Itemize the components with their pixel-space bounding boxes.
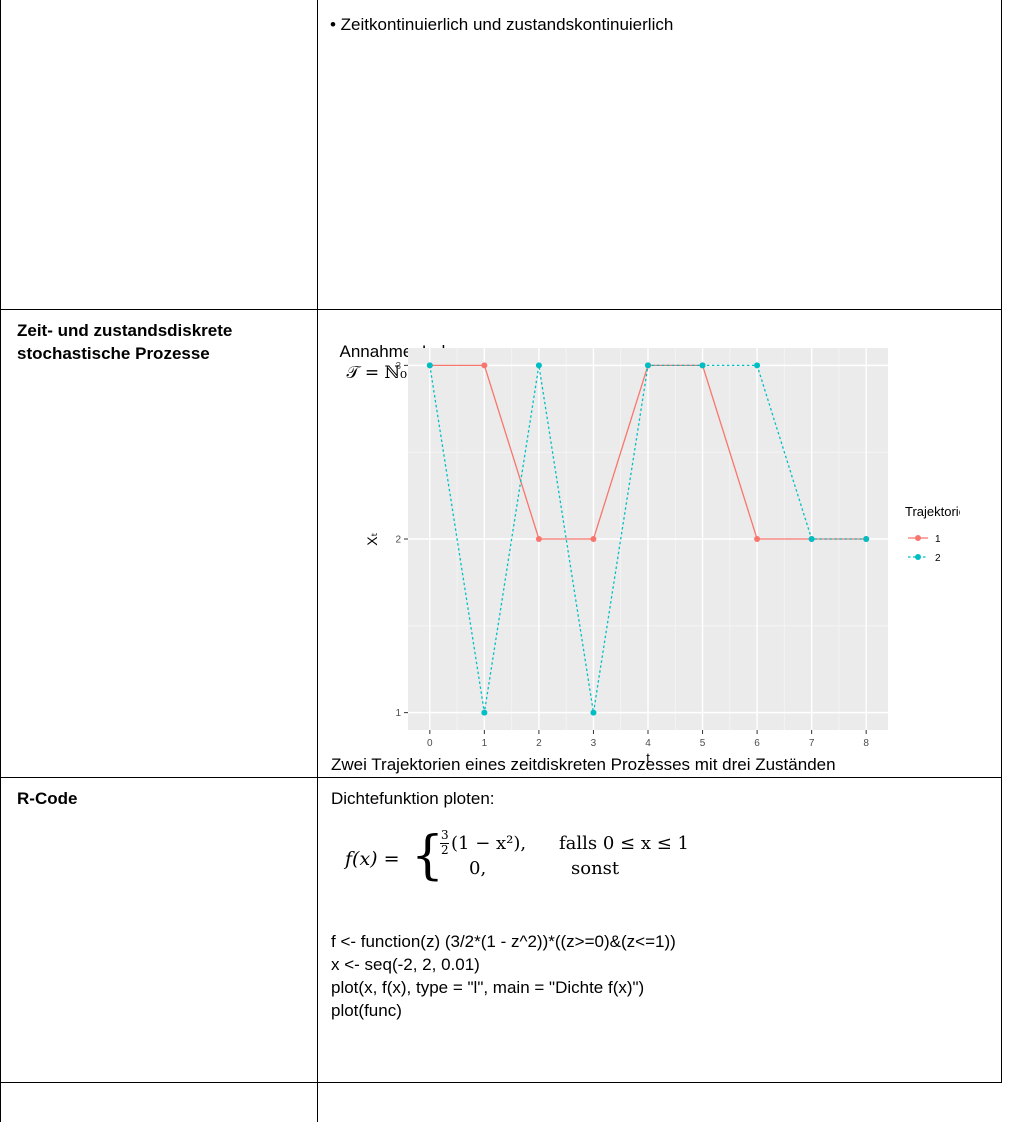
formula-condition-2: sonst — [571, 858, 620, 879]
chart-caption: Zwei Trajektorien eines zeitdiskreten Pr… — [331, 755, 836, 774]
y-tick-label: 1 — [395, 708, 401, 719]
y-axis-title: Xₜ — [364, 532, 380, 545]
table-row-divider-1 — [0, 309, 1002, 310]
data-point-series-2 — [645, 362, 651, 369]
trajectory-chart: 0 1 2 3 4 5 6 7 8 1 2 3 t Xₜ Trajektorie 1 2 — [364, 348, 960, 765]
row-heading-r-code: R-Code — [17, 789, 78, 808]
legend-key-point — [915, 535, 921, 541]
data-point-series-2 — [426, 362, 433, 369]
legend-title: Trajektorie — [905, 504, 960, 519]
data-point-series-2 — [808, 536, 815, 542]
density-plot-intro: Dichtefunktion ploten: — [331, 789, 495, 808]
chart-axes: 0 1 2 3 4 5 6 7 8 1 2 3 — [395, 361, 869, 749]
data-point-series-2 — [481, 709, 488, 716]
y-tick-label: 2 — [395, 535, 401, 546]
x-tick-label: 6 — [754, 738, 760, 749]
formula-condition-1: falls 0 ≤ x ≤ 1 — [559, 833, 689, 854]
data-point-series-1 — [590, 536, 597, 542]
y-tick-label: 3 — [395, 361, 401, 372]
data-point-series-2 — [754, 362, 761, 369]
code-line: plot(func) — [331, 1001, 402, 1020]
data-point-series-1 — [481, 362, 488, 369]
formula-case-2: 0, — [469, 858, 487, 879]
legend-label: 1 — [935, 534, 941, 545]
table-row-divider-2 — [0, 777, 1002, 778]
formula-fraction-denominator: 2 — [441, 843, 449, 857]
data-point-series-1 — [754, 536, 761, 542]
data-point-series-2 — [590, 709, 597, 716]
row-heading-line-2: stochastische Prozesse — [17, 344, 210, 363]
x-tick-label: 4 — [645, 738, 651, 749]
formula-fraction-numerator: 3 — [441, 828, 449, 842]
x-tick-label: 5 — [700, 738, 706, 749]
formula-case-1: (1 − x²), — [451, 833, 527, 854]
density-formula: f(x) = { 3 2 (1 − x²), falls 0 ≤ x ≤ 1 0… — [345, 826, 765, 892]
x-tick-label: 8 — [863, 738, 869, 749]
code-line: f <- function(z) (3/2*(1 - z^2))*((z>=0)… — [331, 932, 676, 951]
table-border-right — [1001, 0, 1002, 1082]
data-point-series-2 — [699, 362, 706, 369]
index-set-math: 𝒯 = ℕ₀ — [346, 363, 407, 383]
data-point-series-2 — [863, 536, 870, 542]
x-tick-label: 1 — [482, 738, 488, 749]
x-tick-label: 0 — [427, 738, 433, 749]
x-tick-label: 7 — [809, 738, 815, 749]
formula-lhs: f(x) = — [345, 848, 400, 870]
chart-legend: Trajektorie 1 2 — [905, 504, 960, 564]
table-border-left — [0, 0, 1, 1122]
table-column-divider — [317, 0, 318, 1122]
formula-brace: { — [411, 826, 445, 886]
x-tick-label: 2 — [536, 738, 542, 749]
chart-series — [426, 362, 870, 716]
table-row-divider-3 — [0, 1082, 1002, 1083]
code-line: plot(x, f(x), type = "l", main = "Dichte… — [331, 978, 645, 997]
code-line: x <- seq(-2, 2, 0.01) — [331, 955, 480, 974]
row-heading-line-1: Zeit- und zustandsdiskrete — [17, 321, 233, 340]
bullet-item-continuous: • Zeitkontinuierlich und zustandskontinu… — [330, 15, 674, 34]
legend-label: 2 — [935, 553, 941, 564]
x-axis-title: t — [646, 750, 650, 765]
data-point-series-1 — [535, 536, 542, 542]
formula-fraction-bar — [440, 843, 449, 844]
x-tick-label: 3 — [591, 738, 597, 749]
legend-key-point — [915, 554, 921, 560]
data-point-series-2 — [535, 362, 542, 369]
